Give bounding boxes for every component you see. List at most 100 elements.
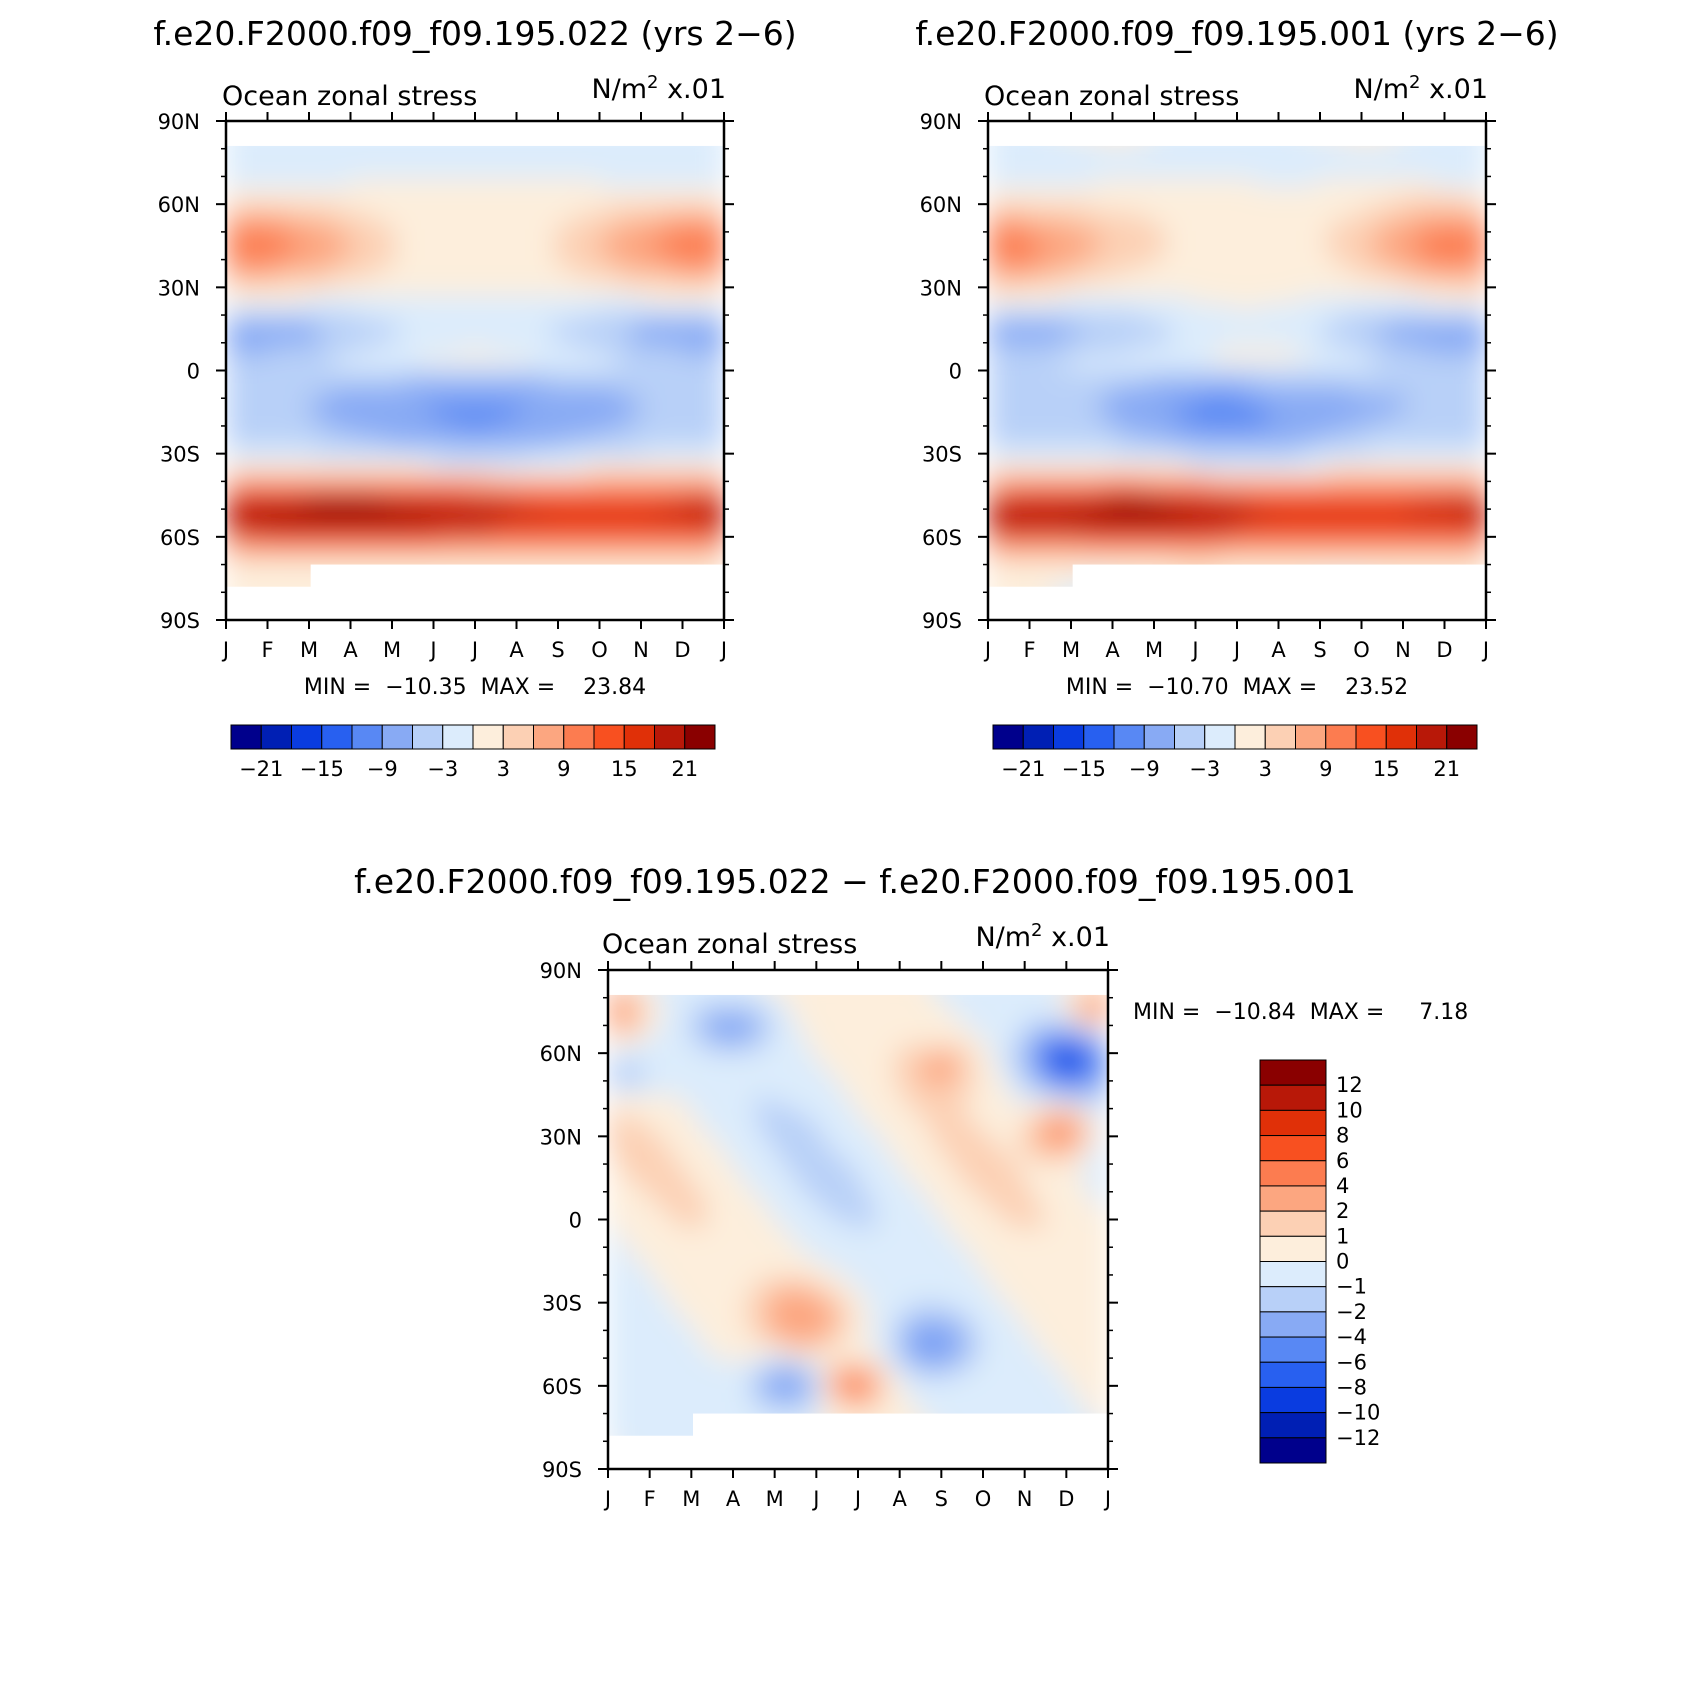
contour-cell xyxy=(226,528,236,538)
contour-cell xyxy=(332,254,343,263)
contour-cell xyxy=(1059,254,1069,263)
contour-cell xyxy=(1459,179,1469,189)
contour-cell xyxy=(243,187,254,197)
contour-cell xyxy=(332,545,343,555)
contour-cell xyxy=(1050,303,1060,313)
contour-cell xyxy=(1210,195,1220,205)
contour-cell xyxy=(679,195,690,205)
contour-cell xyxy=(1263,262,1274,272)
contour-cell xyxy=(1414,270,1425,280)
contour-cell xyxy=(1139,287,1149,297)
contour-cell xyxy=(1014,220,1025,230)
contour-cell xyxy=(297,420,307,430)
contour-cell xyxy=(466,412,476,421)
contour-cell xyxy=(1174,279,1185,288)
contour-cell xyxy=(635,145,645,155)
colorbar-box xyxy=(442,724,474,750)
contour-cell xyxy=(421,195,432,205)
contour-cell xyxy=(590,212,601,222)
contour-cell xyxy=(368,195,378,205)
contour-cell xyxy=(1334,270,1345,280)
contour-cell xyxy=(412,503,423,513)
contour-cell xyxy=(226,212,236,222)
contour-cell xyxy=(661,503,672,513)
contour-cell xyxy=(1379,179,1389,189)
contour-cell xyxy=(377,187,387,197)
contour-cell xyxy=(528,254,538,263)
contour-cell xyxy=(1334,170,1345,180)
contour-cell xyxy=(1343,237,1354,247)
contour-cell xyxy=(1005,279,1016,288)
contour-cell xyxy=(1112,328,1122,338)
contour-cell xyxy=(1174,204,1185,214)
contour-cell xyxy=(394,170,405,180)
contour-cell xyxy=(1468,179,1478,189)
contour-cell xyxy=(643,303,654,313)
contour-cell xyxy=(1370,287,1380,297)
contour-cell xyxy=(501,162,512,172)
contour-cell xyxy=(1343,328,1354,338)
contour-cell xyxy=(288,204,298,214)
contour-cell xyxy=(448,179,458,189)
contour-cell xyxy=(1272,270,1283,280)
contour-cell xyxy=(608,453,618,463)
contour-cell xyxy=(492,528,503,538)
contour-cell xyxy=(226,353,236,363)
contour-cell xyxy=(403,553,414,563)
contour-cell xyxy=(1219,245,1229,255)
x-tick-label: M xyxy=(300,638,318,662)
contour-cell xyxy=(1023,187,1034,197)
contour-cell xyxy=(234,220,245,230)
contour-cell xyxy=(341,204,352,214)
contour-cell xyxy=(706,287,716,297)
contour-cell xyxy=(679,245,690,255)
contour-cell xyxy=(688,453,698,463)
contour-cell xyxy=(492,170,503,180)
contour-cell xyxy=(341,270,352,280)
contour-cell xyxy=(599,345,609,355)
contour-cell xyxy=(626,553,636,563)
contour-cell xyxy=(643,412,654,421)
contour-cell xyxy=(1094,220,1105,230)
contour-cell xyxy=(715,378,724,388)
contour-cell xyxy=(1210,287,1220,297)
contour-cell xyxy=(1156,204,1167,214)
contour-cell xyxy=(688,387,698,397)
contour-cell xyxy=(1299,262,1309,272)
contour-cell xyxy=(590,495,601,505)
contour-cell xyxy=(1228,279,1238,288)
contour-cell xyxy=(1103,279,1114,288)
contour-cell xyxy=(386,204,396,214)
contour-cell xyxy=(377,237,387,247)
contour-cell xyxy=(1254,220,1265,230)
contour-cell xyxy=(608,154,618,164)
contour-cell xyxy=(608,362,618,372)
contour-cell xyxy=(988,328,998,338)
contour-cell xyxy=(483,204,494,214)
contour-cell xyxy=(457,503,467,513)
contour-cell xyxy=(661,403,672,413)
contour-cell xyxy=(448,486,458,496)
contour-cell xyxy=(1281,212,1291,222)
contour-cell xyxy=(1183,245,1194,255)
contour-cell xyxy=(1130,312,1140,322)
contour-cell xyxy=(1334,295,1345,305)
contour-cell xyxy=(546,428,556,438)
contour-cell xyxy=(581,220,592,230)
contour-cell xyxy=(492,287,503,297)
contour-cell xyxy=(403,279,414,288)
contour-cell xyxy=(403,320,414,330)
contour-cell xyxy=(537,220,547,230)
contour-cell xyxy=(475,486,485,496)
contour-cell xyxy=(1228,187,1238,197)
contour-cell xyxy=(279,212,289,222)
contour-cell xyxy=(332,520,343,530)
contour-cell xyxy=(1023,254,1034,263)
contour-cell xyxy=(1148,245,1158,255)
contour-cell xyxy=(243,353,254,363)
contour-cell xyxy=(1174,145,1185,155)
contour-cell xyxy=(1254,270,1265,280)
contour-cell xyxy=(226,395,236,405)
contour-cell xyxy=(1148,229,1158,239)
contour-cell xyxy=(661,187,672,197)
